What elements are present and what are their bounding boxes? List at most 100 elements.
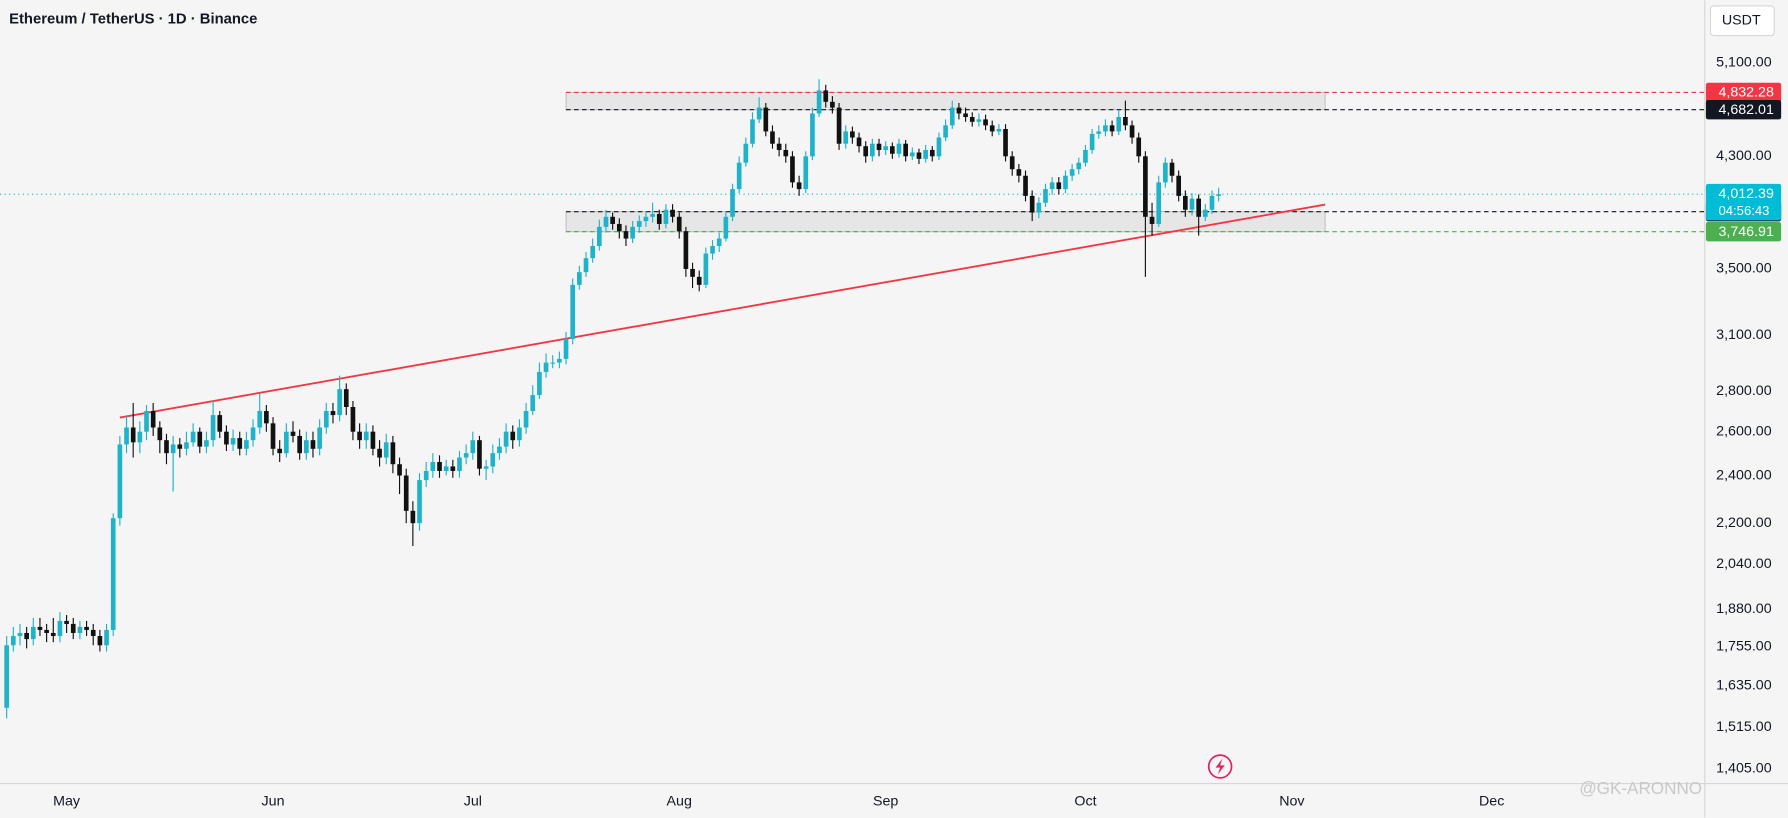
candle-body [803, 156, 809, 190]
level-label-text: 4,832.28 [1718, 85, 1774, 101]
candle-body [783, 149, 789, 157]
countdown-text: 04:56:43 [1718, 203, 1769, 218]
candle-body [1123, 117, 1128, 126]
candle-body [1183, 195, 1188, 210]
candle-body [383, 442, 389, 458]
currency-label[interactable]: USDT [1722, 12, 1761, 28]
candle-body [810, 113, 815, 157]
candle-body [257, 411, 263, 428]
candle-body [557, 358, 562, 363]
candle-body [543, 362, 549, 372]
candle-body [770, 131, 775, 144]
candle-body [790, 156, 795, 183]
candle-body [204, 440, 209, 447]
candle-body [197, 431, 203, 447]
candle-body [310, 440, 316, 449]
candle-body [1063, 175, 1068, 190]
candle-body [170, 444, 176, 454]
candle-body [124, 427, 129, 445]
candle-body [1043, 189, 1048, 203]
candle-body [630, 226, 635, 239]
candle-body [497, 446, 502, 454]
candle-body [816, 90, 822, 114]
candle-body [270, 423, 276, 449]
candle-body [24, 632, 29, 640]
candle-body [90, 629, 96, 637]
candle-body [1103, 125, 1108, 132]
candle-body [503, 431, 509, 447]
candle-body [1216, 194, 1221, 196]
candle-body [323, 411, 329, 428]
candle-body [57, 620, 63, 637]
candle-body [1129, 125, 1135, 138]
candle-body [650, 213, 655, 217]
level-label-box [1705, 221, 1782, 242]
candle-body [916, 152, 922, 159]
y-tick-label: 2,400.00 [1716, 467, 1772, 483]
candle-body [377, 448, 382, 458]
level-label-box [1705, 82, 1782, 103]
candle-body [450, 466, 456, 471]
candle-body [843, 131, 849, 144]
candle-body [756, 107, 762, 120]
candle-body [936, 137, 942, 157]
y-tick-label: 1,515.00 [1716, 719, 1772, 735]
candle-body [70, 623, 76, 633]
candle-body [696, 276, 702, 285]
candle-body [537, 371, 542, 396]
candle-body [636, 221, 642, 227]
candle-body [1156, 182, 1162, 224]
candle-body [1036, 202, 1042, 213]
candle-body [896, 143, 902, 154]
candle-body [1176, 175, 1182, 196]
candle-body [716, 238, 722, 247]
candle-body [337, 389, 342, 416]
candle-body [164, 440, 169, 454]
candle-body [1069, 169, 1075, 176]
candle-body [1016, 169, 1022, 176]
candle-body [157, 427, 163, 441]
candle-body [417, 480, 422, 524]
candle-body [343, 389, 349, 407]
x-tick-label: Jul [464, 794, 482, 810]
candle-body [303, 440, 309, 454]
level-label-text: 3,746.91 [1718, 224, 1774, 240]
candle-body [97, 636, 103, 646]
candle-body [410, 510, 416, 524]
candle-body [330, 411, 336, 416]
candle-body [317, 427, 322, 449]
candle-body [903, 143, 908, 157]
candle-body [84, 626, 89, 630]
candle-body [297, 435, 302, 454]
candle-body [929, 149, 935, 157]
candle-body [743, 143, 749, 163]
candle-body [1149, 216, 1155, 224]
candle-body [736, 162, 742, 190]
candle-body [1029, 195, 1035, 213]
candle-body [943, 125, 948, 138]
y-tick-label: 1,405.00 [1716, 760, 1772, 776]
candle-body [1163, 162, 1168, 183]
candle-body [643, 216, 649, 222]
x-tick-label: May [53, 794, 81, 810]
candle-body [956, 107, 962, 114]
y-tick-label: 3,100.00 [1716, 327, 1772, 343]
currency-button[interactable] [1709, 5, 1775, 37]
candle-body [996, 128, 1002, 132]
candle-body [30, 626, 36, 640]
alert-icon-ring [1207, 754, 1233, 779]
candle-body [763, 107, 769, 132]
candle-body [357, 431, 362, 441]
alert-icon[interactable] [1207, 754, 1233, 779]
candle-body [1076, 162, 1082, 170]
candle-body [1096, 131, 1102, 134]
candle-body [264, 411, 269, 424]
candle-body [1116, 117, 1122, 132]
candle-body [470, 440, 476, 454]
candle-body [730, 189, 735, 217]
candle-body [1049, 182, 1055, 190]
candle-body [610, 216, 615, 224]
candle-body [863, 146, 869, 157]
y-tick-label: 3,500.00 [1716, 261, 1772, 277]
